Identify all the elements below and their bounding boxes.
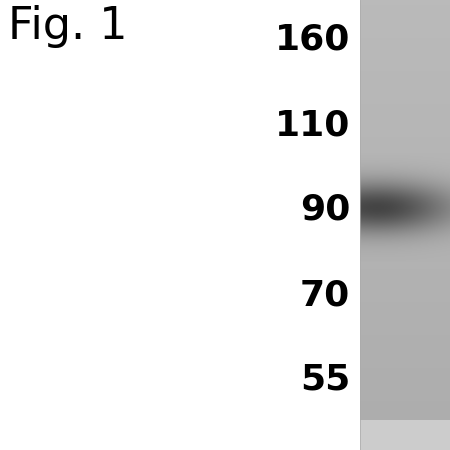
Text: Fig. 1: Fig. 1 [8,5,127,48]
Text: 160: 160 [274,22,350,56]
Text: 70: 70 [300,278,350,312]
Text: 110: 110 [274,108,350,142]
Text: 55: 55 [300,363,350,397]
Text: 90: 90 [300,193,350,227]
